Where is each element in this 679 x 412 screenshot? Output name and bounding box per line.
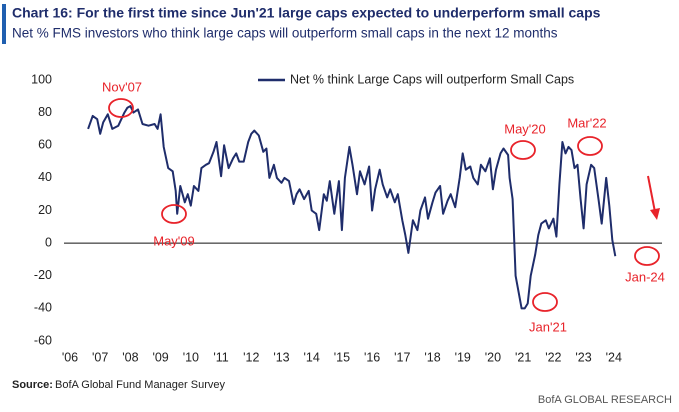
x-tick-label: '06: [62, 350, 78, 364]
x-tick-label: '22: [545, 350, 561, 364]
x-tick-label: '16: [364, 350, 380, 364]
annotation: May'20: [504, 121, 546, 136]
x-tick-label: '12: [243, 350, 259, 364]
y-tick-label: -40: [34, 301, 52, 315]
x-tick-label: '10: [183, 350, 199, 364]
annotation: Jan-24: [625, 269, 665, 284]
y-tick-label: 60: [38, 138, 52, 152]
annotation: May'09: [153, 233, 195, 248]
x-tick-label: '15: [334, 350, 350, 364]
annotation-circle: [108, 98, 134, 118]
annotation: Mar'22: [567, 115, 606, 130]
x-tick-label: '24: [606, 350, 622, 364]
x-tick-label: '09: [152, 350, 168, 364]
title-bar: [2, 4, 6, 44]
x-tick-label: '17: [394, 350, 410, 364]
x-tick-label: '07: [92, 350, 108, 364]
x-tick-label: '14: [304, 350, 320, 364]
arrow: [647, 175, 656, 213]
y-tick-label: 40: [38, 170, 52, 184]
x-tick-label: '21: [515, 350, 531, 364]
source: BofA Global Fund Manager Survey: [55, 379, 225, 391]
annotation-circle: [532, 292, 558, 312]
legend-label: Net % think Large Caps will outperform S…: [290, 72, 574, 86]
brand: BofA GLOBAL RESEARCH: [538, 394, 672, 406]
series-line: [87, 105, 617, 310]
x-tick-label: '13: [273, 350, 289, 364]
source-label: Source:: [12, 379, 53, 391]
x-tick-label: '18: [424, 350, 440, 364]
x-tick-label: '11: [213, 350, 228, 364]
y-tick-label: -20: [34, 268, 52, 282]
chart-title: Chart 16: For the first time since Jun'2…: [12, 5, 601, 21]
y-tick-label: 0: [45, 235, 52, 249]
x-tick-label: '20: [485, 350, 501, 364]
y-tick-label: 80: [38, 105, 52, 119]
y-tick-label: 100: [31, 72, 52, 86]
annotation-circle: [510, 140, 536, 160]
y-tick-label: 20: [38, 203, 52, 217]
annotation-circle: [161, 204, 187, 224]
annotation-circle: [577, 136, 603, 156]
annotation: Jan'21: [529, 319, 567, 334]
y-tick-label: -60: [34, 333, 52, 347]
x-tick-label: '19: [455, 350, 471, 364]
chart-subtitle: Net % FMS investors who think large caps…: [12, 26, 558, 41]
annotation: Nov'07: [102, 79, 142, 94]
x-tick-label: '08: [122, 350, 138, 364]
arrow-head: [650, 208, 660, 220]
x-tick-label: '23: [575, 350, 591, 364]
annotation-circle: [634, 246, 660, 266]
